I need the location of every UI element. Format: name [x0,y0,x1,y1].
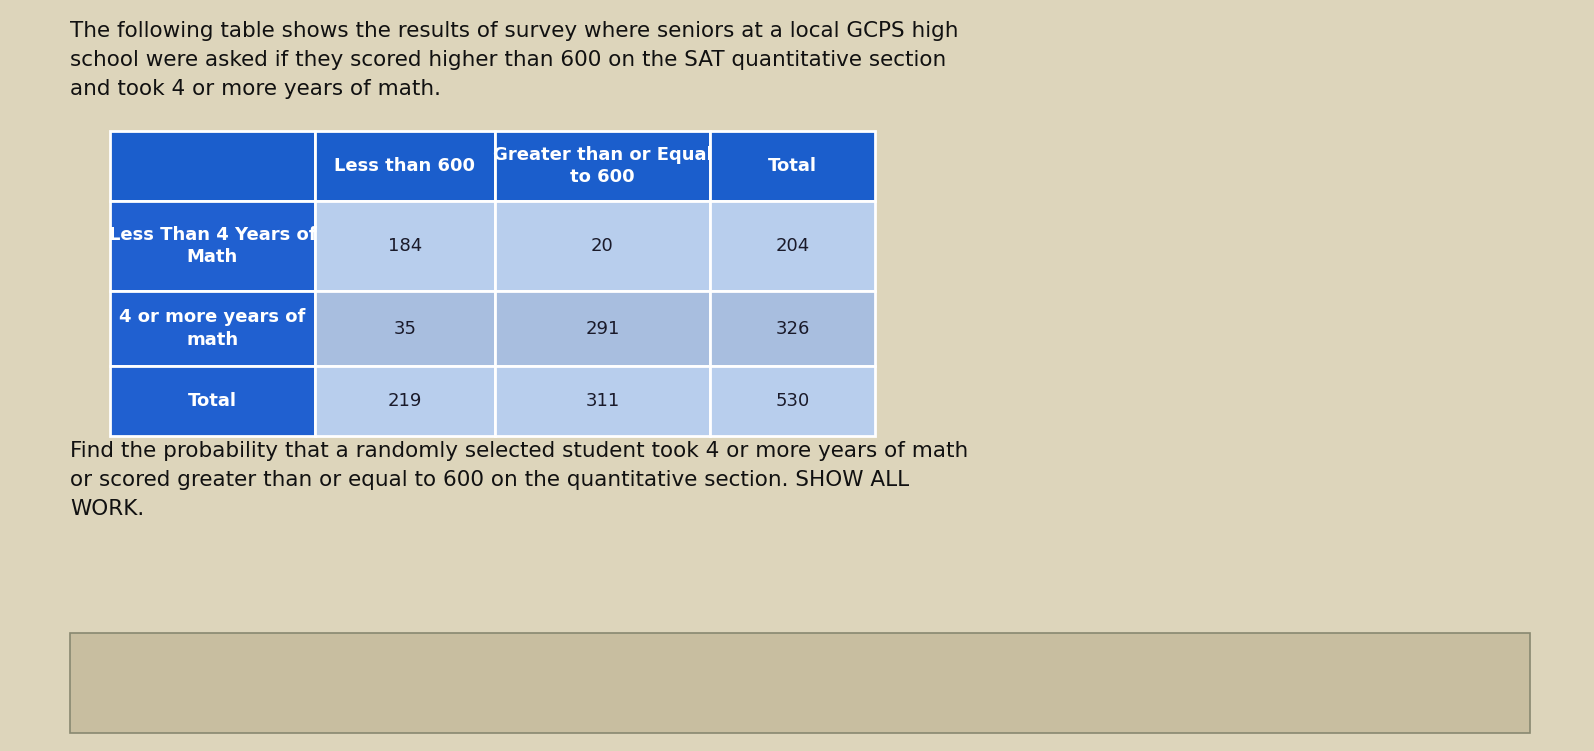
Text: 184: 184 [387,237,422,255]
Text: Less Than 4 Years of
Math: Less Than 4 Years of Math [108,225,316,267]
Text: 4 or more years of
math: 4 or more years of math [120,308,306,349]
Text: Find the probability that a randomly selected student took 4 or more years of ma: Find the probability that a randomly sel… [70,441,968,519]
Bar [496,291,709,366]
Text: 20: 20 [591,237,614,255]
Text: Less than 600: Less than 600 [335,157,475,175]
Bar [70,633,1530,733]
Bar [709,131,875,201]
Text: 204: 204 [775,237,810,255]
Bar [110,201,316,291]
Bar [110,291,316,366]
Text: 291: 291 [585,319,620,337]
Text: Total: Total [188,392,238,410]
Text: 219: 219 [387,392,422,410]
Bar [496,201,709,291]
Text: 35: 35 [394,319,416,337]
Bar [496,366,709,436]
Text: 530: 530 [775,392,810,410]
Bar [709,291,875,366]
Bar [316,291,496,366]
Bar [316,131,496,201]
Text: Total: Total [768,157,818,175]
Bar [316,201,496,291]
Bar [316,366,496,436]
Bar [709,366,875,436]
Bar [496,131,709,201]
Bar [110,366,316,436]
Text: The following table shows the results of survey where seniors at a local GCPS hi: The following table shows the results of… [70,21,958,98]
Text: 326: 326 [775,319,810,337]
Text: Greater than or Equal
to 600: Greater than or Equal to 600 [493,146,713,186]
Bar [110,131,316,201]
Bar [709,201,875,291]
Text: 311: 311 [585,392,620,410]
